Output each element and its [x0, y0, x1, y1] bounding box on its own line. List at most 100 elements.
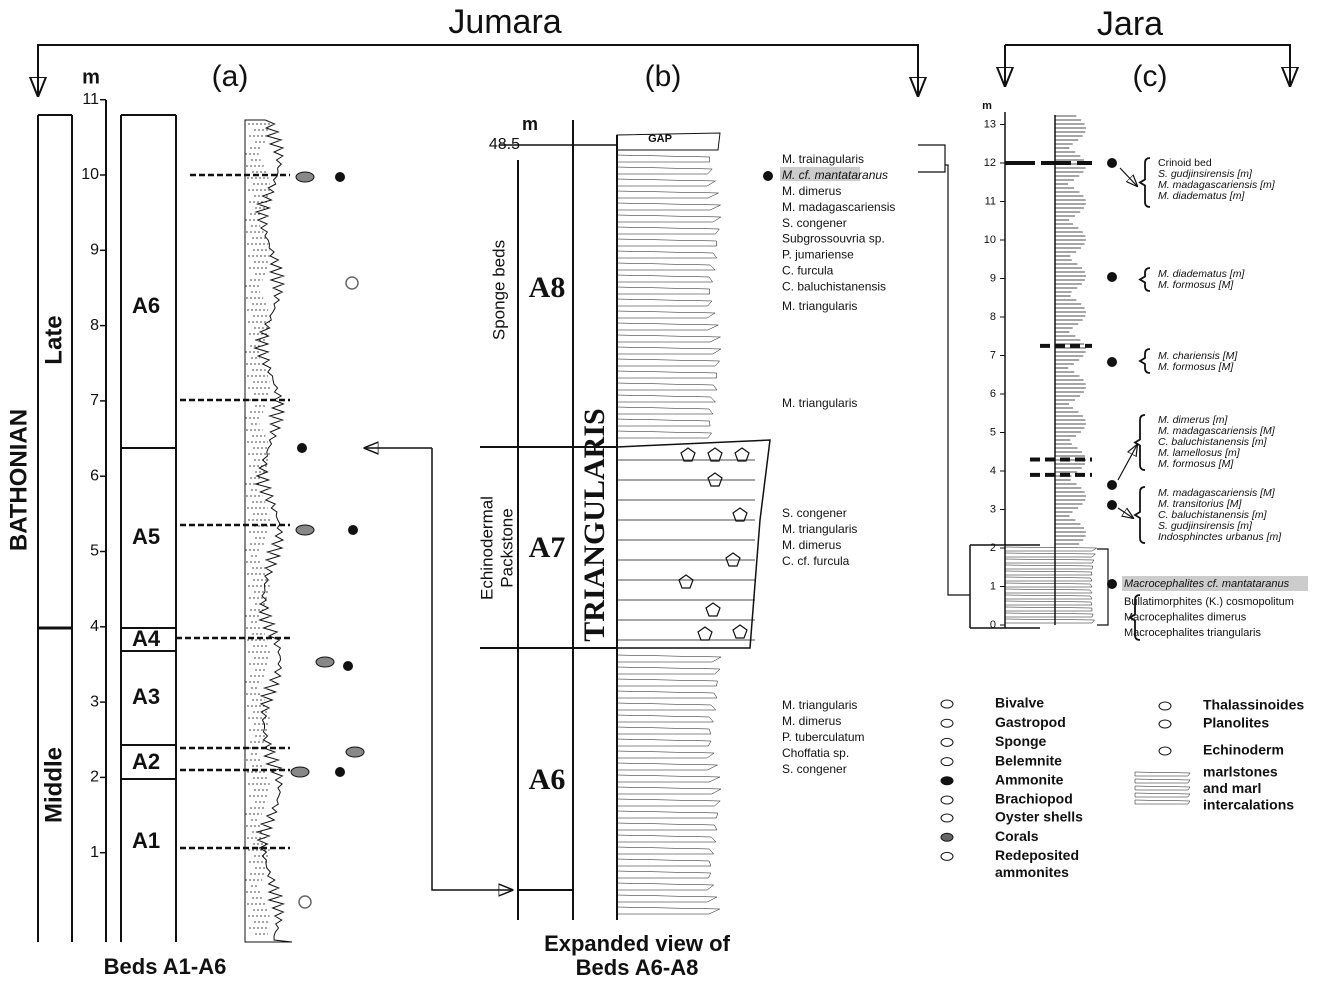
caption: Expanded view of	[544, 931, 730, 956]
marl-bed	[617, 347, 721, 354]
caption: Beds A1-A6	[104, 954, 227, 979]
echinoderm-icon	[726, 553, 740, 566]
legend-icon	[1159, 720, 1171, 728]
legend-icon	[1135, 779, 1190, 783]
taxon: P. jumariense	[782, 248, 854, 262]
marl-bed	[617, 431, 712, 438]
legend-icon	[941, 814, 953, 822]
marl-bed	[617, 667, 720, 674]
marl-bed	[617, 371, 717, 378]
taxon: M. dimerus	[782, 184, 841, 198]
legend-icon	[941, 700, 953, 708]
legend-label: marlstones	[1203, 764, 1278, 780]
bed-label: A7	[529, 531, 566, 564]
legend-label: Ammonite	[995, 772, 1064, 788]
marl-bed	[617, 763, 717, 770]
facies: Echinodermal	[477, 496, 496, 600]
marl-bed	[617, 907, 720, 914]
taxon: M. diadematus [m]	[1158, 190, 1245, 202]
taxon: P. tuberculatum	[782, 730, 865, 744]
brace	[1140, 349, 1150, 373]
caption: Beds A6-A8	[576, 955, 699, 980]
legend-label: Belemnite	[995, 752, 1062, 768]
marl-bed	[617, 311, 715, 318]
fossil-icon	[316, 657, 334, 667]
stage: BATHONIAN	[5, 409, 32, 551]
bed-label: A4	[132, 626, 161, 651]
marl-bed	[617, 787, 721, 794]
arrow	[1118, 508, 1133, 518]
taxon: S. congener	[782, 762, 847, 776]
marl-bed	[1005, 613, 1093, 617]
legend-label: Bivalve	[995, 695, 1044, 711]
depth-tick: 2	[990, 542, 996, 554]
legend-label: intercalations	[1203, 797, 1294, 813]
taxon: S. congener	[782, 506, 847, 520]
marl-bed	[1005, 553, 1095, 557]
marl-bed	[1005, 607, 1092, 611]
marl-bed	[617, 155, 710, 162]
depth-tick: 6	[990, 388, 996, 400]
taxon: M. formosus [M]	[1158, 458, 1234, 470]
panel-label: (a)	[212, 60, 249, 93]
marl-bed	[617, 215, 721, 222]
taxon: M. triangularis	[782, 698, 857, 712]
legend-icon	[941, 833, 953, 841]
taxon: C. cf. furcula	[782, 554, 850, 568]
substage: Middle	[40, 747, 67, 823]
taxon: M. formosus [M]	[1158, 279, 1234, 291]
marl-bed	[617, 227, 719, 234]
depth-tick: 4	[990, 465, 996, 477]
arrow	[1118, 445, 1137, 480]
marl-bed	[617, 335, 720, 342]
fossil-icon	[297, 443, 307, 453]
marl-bed	[617, 383, 717, 390]
taxon: Macrocephalites triangularis	[1124, 627, 1261, 639]
bed-label: A5	[132, 524, 160, 549]
unit: m	[982, 100, 992, 112]
jumara-bracket	[38, 45, 918, 95]
depth-tick: 0	[990, 619, 996, 631]
marl-bed	[617, 883, 714, 890]
taxon: M. madagascariensis	[782, 200, 895, 214]
legend-icon	[1159, 747, 1171, 755]
legend-label: Sponge	[995, 733, 1047, 749]
legend-icon	[1135, 800, 1190, 804]
echinoderm-icon	[733, 508, 747, 521]
fossil-icon	[1107, 158, 1117, 168]
depth-tick: 2	[90, 769, 99, 786]
bed-label: A1	[132, 828, 160, 853]
marl-bed	[617, 679, 717, 686]
marl-bed	[617, 167, 712, 174]
marl-bed	[617, 823, 717, 830]
taxon: M. cf. mantataranus	[782, 168, 888, 182]
marl-bed	[617, 847, 714, 854]
marl-bed	[1005, 547, 1097, 551]
taxon: M. trainagularis	[782, 152, 864, 166]
fossil-icon	[346, 277, 358, 289]
marl-bed	[617, 727, 711, 734]
facies: Sponge beds	[489, 240, 508, 340]
zone: TRIANGULARIS	[578, 408, 611, 641]
marl-bed	[1005, 601, 1092, 605]
taxon: Subgrossouvria sp.	[782, 232, 885, 246]
lithology	[245, 120, 292, 942]
legend-label: Thalassinoides	[1203, 697, 1304, 713]
taxon: M. triangularis	[782, 522, 857, 536]
depth-tick: 3	[90, 693, 99, 710]
marl-bed	[617, 191, 719, 198]
legend-icon	[1159, 702, 1171, 710]
taxon: M. triangularis	[782, 396, 857, 410]
taxon: M. triangularis	[782, 299, 857, 313]
marl-bed	[1005, 559, 1094, 563]
legend-icon	[941, 758, 953, 766]
legend-label: ammonites	[995, 864, 1069, 880]
fossil-icon	[335, 767, 345, 777]
fossil-icon	[343, 661, 353, 671]
marl-bed	[617, 299, 712, 306]
marl-bed	[1005, 577, 1092, 581]
brace	[1140, 268, 1150, 291]
taxon: Choffatia sp.	[782, 746, 849, 760]
echinoderm-icon	[681, 448, 695, 461]
fossil-icon	[299, 896, 311, 908]
